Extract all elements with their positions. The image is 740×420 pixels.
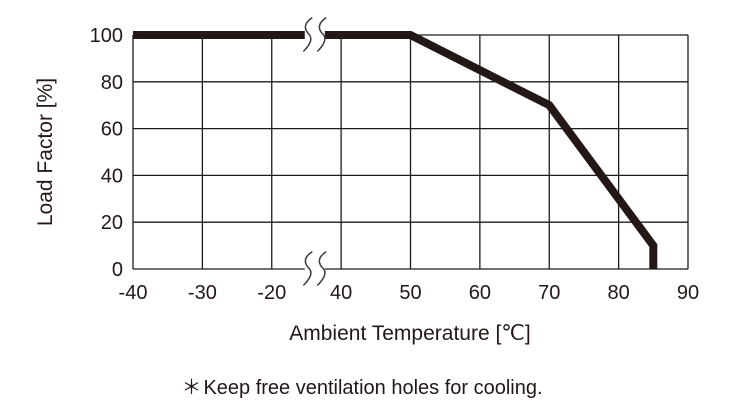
axis-break-marks <box>303 17 327 286</box>
y-tick-label: 80 <box>101 72 123 94</box>
x-tick-label: 70 <box>538 282 560 304</box>
x-tick-label: -30 <box>188 282 217 304</box>
axis-break-mask <box>304 261 325 277</box>
y-tick-label: 40 <box>101 165 123 187</box>
axis-break-squiggle <box>303 17 313 52</box>
x-tick-label: -20 <box>257 282 286 304</box>
footnote: ＊ Keep free ventilation holes for cooling… <box>181 377 542 399</box>
y-tick-labels: 0 20 40 60 80 100 <box>90 25 123 281</box>
footnote-text: Keep free ventilation holes for cooling. <box>203 377 542 399</box>
x-tick-label: 60 <box>469 282 491 304</box>
footnote-asterisk-icon: ＊ <box>181 377 201 399</box>
x-tick-label: 90 <box>677 282 699 304</box>
axis-break-squiggle <box>317 251 327 286</box>
x-tick-label: 50 <box>399 282 421 304</box>
x-axis-title: Ambient Temperature [℃] <box>289 322 530 345</box>
x-tick-label: 40 <box>330 282 352 304</box>
x-tick-label: 80 <box>608 282 630 304</box>
axis-break-squiggle <box>303 251 313 286</box>
y-tick-label: 0 <box>112 259 123 281</box>
y-tick-label: 60 <box>101 119 123 141</box>
load-factor-curve <box>133 31 658 269</box>
y-tick-label: 100 <box>90 25 123 47</box>
x-tick-labels: -40 -30 -20 40 50 60 70 80 90 <box>119 282 700 304</box>
grid <box>132 34 689 270</box>
curve-layer <box>133 31 658 269</box>
axis-break-mask <box>304 26 325 44</box>
y-axis-title: Load Factor [%] <box>34 78 57 226</box>
x-tick-label: -40 <box>119 282 148 304</box>
axis-break-squiggle <box>317 17 327 52</box>
y-tick-label: 20 <box>101 212 123 234</box>
